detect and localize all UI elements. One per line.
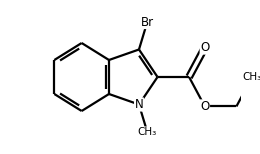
Text: CH₃: CH₃ (243, 72, 260, 82)
Text: O: O (200, 41, 210, 54)
Text: N: N (135, 98, 143, 111)
Text: Br: Br (141, 16, 154, 28)
Text: O: O (200, 100, 210, 113)
Text: CH₃: CH₃ (138, 127, 157, 137)
